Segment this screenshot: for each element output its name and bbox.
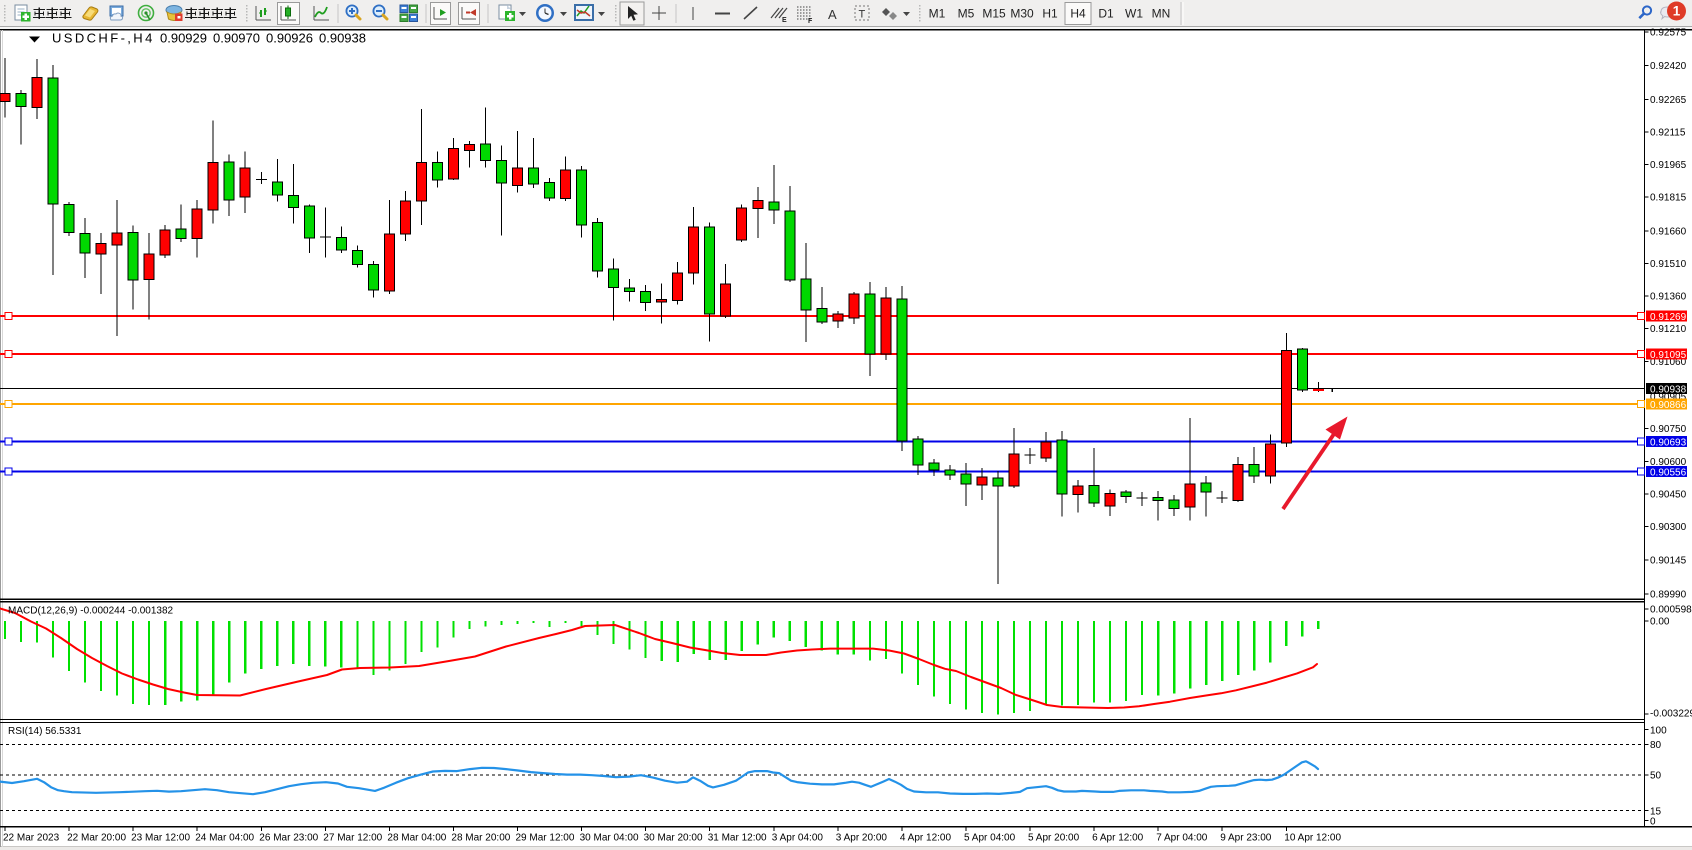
svg-text:0.90905: 0.90905 [1650, 392, 1687, 403]
svg-text:USDCHF-,H4: USDCHF-,H4 [52, 31, 155, 46]
svg-text:5 Apr 04:00: 5 Apr 04:00 [964, 833, 1016, 844]
svg-text:MN: MN [1152, 7, 1171, 21]
svg-text:0.90556: 0.90556 [1650, 467, 1687, 478]
svg-text:0.90926: 0.90926 [266, 31, 313, 46]
svg-text:31 Mar 12:00: 31 Mar 12:00 [708, 833, 767, 844]
svg-text:0.92420: 0.92420 [1650, 61, 1687, 72]
svg-text:23 Mar 12:00: 23 Mar 12:00 [131, 833, 190, 844]
svg-text:0.91360: 0.91360 [1650, 292, 1687, 303]
svg-text:24 Mar 04:00: 24 Mar 04:00 [195, 833, 254, 844]
svg-text:3 Apr 20:00: 3 Apr 20:00 [836, 833, 888, 844]
svg-text:0: 0 [1650, 816, 1656, 827]
svg-text:0.91210: 0.91210 [1650, 324, 1687, 335]
svg-text:0.90750: 0.90750 [1650, 424, 1687, 435]
svg-text:0.90938: 0.90938 [1650, 384, 1687, 395]
svg-text:3 Apr 04:00: 3 Apr 04:00 [772, 833, 824, 844]
svg-text:0.91095: 0.91095 [1650, 350, 1687, 361]
svg-text:10 Apr 12:00: 10 Apr 12:00 [1284, 833, 1341, 844]
svg-text:30 Mar 20:00: 30 Mar 20:00 [644, 833, 703, 844]
svg-text:0.92115: 0.92115 [1650, 128, 1686, 139]
svg-text:H4: H4 [1070, 7, 1086, 21]
svg-text:0.91269: 0.91269 [1650, 312, 1687, 323]
svg-text:6 Apr 12:00: 6 Apr 12:00 [1092, 833, 1144, 844]
svg-text:0.91060: 0.91060 [1650, 357, 1687, 368]
svg-text:80: 80 [1650, 740, 1662, 751]
svg-text:F: F [808, 18, 813, 25]
svg-text:22 Mar 2023: 22 Mar 2023 [3, 833, 60, 844]
svg-text:0.90938: 0.90938 [319, 31, 366, 46]
svg-text:29 Mar 12:00: 29 Mar 12:00 [516, 833, 575, 844]
svg-text:M1: M1 [929, 7, 946, 21]
svg-text:50: 50 [1650, 771, 1662, 782]
svg-text:1: 1 [1673, 4, 1681, 19]
svg-text:0.92575: 0.92575 [1650, 28, 1687, 39]
svg-text:0.91510: 0.91510 [1650, 259, 1687, 270]
svg-text:100: 100 [1650, 725, 1667, 736]
svg-text:26 Mar 23:00: 26 Mar 23:00 [259, 833, 318, 844]
svg-text:0.90145: 0.90145 [1650, 556, 1687, 567]
svg-text:28 Mar 04:00: 28 Mar 04:00 [387, 833, 446, 844]
svg-text:M30: M30 [1010, 7, 1034, 21]
svg-text:0.91965: 0.91965 [1650, 160, 1687, 171]
svg-text:7 Apr 04:00: 7 Apr 04:00 [1156, 833, 1208, 844]
svg-text:W1: W1 [1125, 7, 1143, 21]
svg-text:9 Apr 23:00: 9 Apr 23:00 [1220, 833, 1272, 844]
svg-text:30 Mar 04:00: 30 Mar 04:00 [580, 833, 639, 844]
svg-text:0.91660: 0.91660 [1650, 226, 1687, 237]
svg-text:0.90866: 0.90866 [1650, 400, 1687, 411]
svg-text:5 Apr 20:00: 5 Apr 20:00 [1028, 833, 1080, 844]
svg-text:0.90970: 0.90970 [213, 31, 260, 46]
svg-text:28 Mar 20:00: 28 Mar 20:00 [451, 833, 510, 844]
svg-text:A: A [828, 7, 837, 22]
svg-text:0.90600: 0.90600 [1650, 457, 1687, 468]
svg-text:E: E [782, 17, 787, 24]
svg-text:0.91815: 0.91815 [1650, 193, 1687, 204]
svg-text:0.90693: 0.90693 [1650, 437, 1687, 448]
svg-text:0.89990: 0.89990 [1650, 589, 1687, 600]
svg-text:0.92265: 0.92265 [1650, 95, 1687, 106]
svg-text:27 Mar 12:00: 27 Mar 12:00 [323, 833, 382, 844]
svg-text:0.000598: 0.000598 [1650, 605, 1692, 616]
svg-text:RSI(14) 56.5331: RSI(14) 56.5331 [8, 726, 82, 737]
svg-text:-0.003229: -0.003229 [1650, 709, 1692, 720]
svg-text:MACD(12,26,9) -0.000244 -0.001: MACD(12,26,9) -0.000244 -0.001382 [8, 606, 174, 617]
svg-text:0.90929: 0.90929 [160, 31, 207, 46]
svg-text:T: T [859, 9, 866, 21]
svg-text:D1: D1 [1098, 7, 1114, 21]
svg-text:0.90450: 0.90450 [1650, 489, 1687, 500]
svg-text:M15: M15 [982, 7, 1006, 21]
svg-text:M5: M5 [958, 7, 975, 21]
svg-text:0.90300: 0.90300 [1650, 522, 1687, 533]
svg-text:4 Apr 12:00: 4 Apr 12:00 [900, 833, 952, 844]
svg-text:15: 15 [1650, 807, 1662, 818]
svg-text:H1: H1 [1042, 7, 1058, 21]
svg-text:0.00: 0.00 [1650, 617, 1670, 628]
svg-text:22 Mar 20:00: 22 Mar 20:00 [67, 833, 126, 844]
